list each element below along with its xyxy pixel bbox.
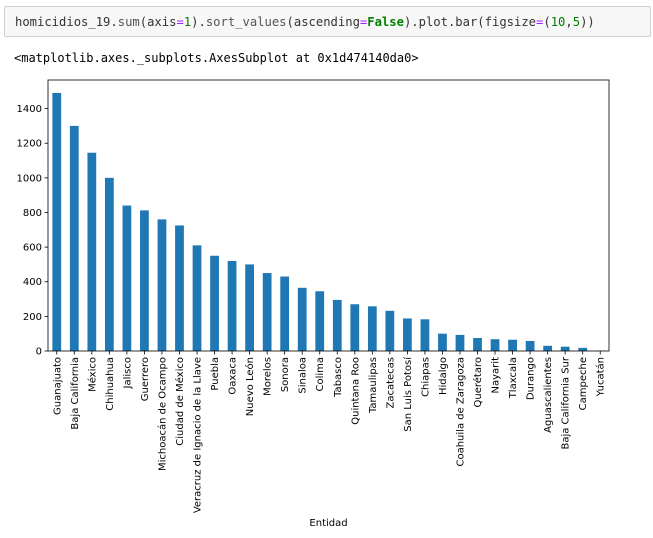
code-token: ).plot.bar(figsize xyxy=(403,15,537,29)
bar xyxy=(192,245,202,351)
x-tick-label: Tlaxcala xyxy=(508,357,519,399)
code-token: False xyxy=(367,15,404,29)
bar xyxy=(543,345,553,351)
y-tick-label: 400 xyxy=(23,277,42,288)
x-tick-label: Veracruz de Ignacio de la Llave xyxy=(193,357,204,513)
y-tick-label: 600 xyxy=(23,243,42,254)
code-token: (ascending xyxy=(286,15,360,29)
x-tick-label: Coahuila de Zaragoza xyxy=(455,357,466,467)
code-line: homicidios_19.sum(axis=1).sort_values(as… xyxy=(15,15,595,29)
x-tick-label: Tabasco xyxy=(333,357,344,398)
x-tick-label: Guanajuato xyxy=(52,357,63,415)
bar xyxy=(578,347,588,351)
bar xyxy=(438,333,447,351)
code-token: sort_values xyxy=(205,15,287,29)
y-tick-label: 1200 xyxy=(17,139,42,150)
x-tick-label: Chiapas xyxy=(420,357,431,397)
y-tick-label: 0 xyxy=(36,347,42,358)
bar xyxy=(87,152,97,351)
bar xyxy=(455,334,465,351)
x-tick-label: Oaxaca xyxy=(228,357,239,395)
x-tick-label: Sinaloa xyxy=(298,357,309,394)
code-token: ). xyxy=(191,15,206,29)
code-token: sum xyxy=(117,15,140,29)
code-token: 10 xyxy=(550,15,566,29)
x-tick-label: Quintana Roo xyxy=(350,357,361,425)
code-token: = xyxy=(176,15,184,29)
x-tick-label: Campeche xyxy=(578,357,589,410)
x-tick-label: Ciudad de México xyxy=(174,357,186,446)
bar xyxy=(420,319,430,351)
x-tick-label: Colima xyxy=(315,357,326,392)
y-tick-label: 1400 xyxy=(17,104,42,115)
bar xyxy=(280,276,290,351)
bar xyxy=(262,273,272,351)
code-token: ( xyxy=(543,15,551,29)
bar xyxy=(403,318,412,351)
bar xyxy=(104,177,114,351)
bar xyxy=(210,255,219,351)
bar xyxy=(297,287,307,351)
x-tick-label: San Luis Potosí xyxy=(402,356,414,432)
code-token: 5 xyxy=(572,15,581,29)
plot-frame xyxy=(47,79,610,352)
x-tick-label: Yucatán xyxy=(595,357,607,397)
bar xyxy=(508,339,517,351)
x-tick-label: Baja California Sur xyxy=(561,356,572,449)
bars-layer xyxy=(52,92,605,352)
x-tick-label: Guerrero xyxy=(140,357,151,401)
x-tick-label: Michoacán de Ocampo xyxy=(156,357,168,471)
x-tick-label: Puebla xyxy=(210,357,221,391)
bar xyxy=(245,264,254,351)
code-token: )) xyxy=(580,15,595,29)
code-input-cell[interactable]: homicidios_19.sum(axis=1).sort_values(as… xyxy=(4,6,651,37)
x-axis: Guanajuato Baja California México Chihuahua… xyxy=(52,351,607,513)
x-tick-label: Zacatecas xyxy=(385,357,396,409)
y-tick-label: 1000 xyxy=(17,173,42,184)
x-tick-label: Aguascalientes xyxy=(543,357,554,433)
bar xyxy=(473,338,482,351)
bar xyxy=(560,346,570,351)
x-tick-label: Hidalgo xyxy=(438,357,449,395)
x-axis-label: Entidad xyxy=(309,518,347,529)
bar xyxy=(175,225,184,351)
x-tick-label: Querétaro xyxy=(472,357,484,407)
x-tick-label: Durango xyxy=(526,357,537,400)
code-token: (axis xyxy=(139,15,177,29)
x-tick-label: Sonora xyxy=(280,357,291,392)
x-tick-label: México xyxy=(86,357,98,392)
bar xyxy=(367,306,377,351)
bar xyxy=(350,304,360,351)
x-tick-label: Chihuahua xyxy=(105,357,116,411)
y-axis: 0 200 400 600 800 1000 1200 1400 xyxy=(17,104,48,358)
bar xyxy=(227,260,237,351)
y-tick-label: 800 xyxy=(23,208,42,219)
bar xyxy=(140,210,149,351)
x-tick-label: Nuevo León xyxy=(244,357,256,416)
code-token: = xyxy=(359,15,368,29)
bar xyxy=(525,340,535,351)
code-token: = xyxy=(536,15,544,29)
code-token: 1 xyxy=(183,15,192,29)
x-tick-label: Jalisco xyxy=(122,357,133,389)
bar xyxy=(69,125,79,351)
x-tick-label: Nayarit xyxy=(491,357,502,394)
code-token: homicidios_19. xyxy=(15,15,118,29)
bar xyxy=(315,291,325,351)
code-token: , xyxy=(565,15,573,29)
bar xyxy=(157,219,167,351)
bar xyxy=(385,310,395,351)
y-tick-label: 200 xyxy=(23,312,42,323)
x-tick-label: Morelos xyxy=(263,357,274,396)
bar xyxy=(122,205,132,351)
bar xyxy=(52,92,62,352)
bar xyxy=(332,299,342,351)
x-tick-label: Tamaulipas xyxy=(368,357,379,414)
bar xyxy=(490,339,500,351)
x-tick-label: Baja California xyxy=(70,357,81,430)
cell-output-text: <matplotlib.axes._subplots.AxesSubplot a… xyxy=(14,51,419,65)
